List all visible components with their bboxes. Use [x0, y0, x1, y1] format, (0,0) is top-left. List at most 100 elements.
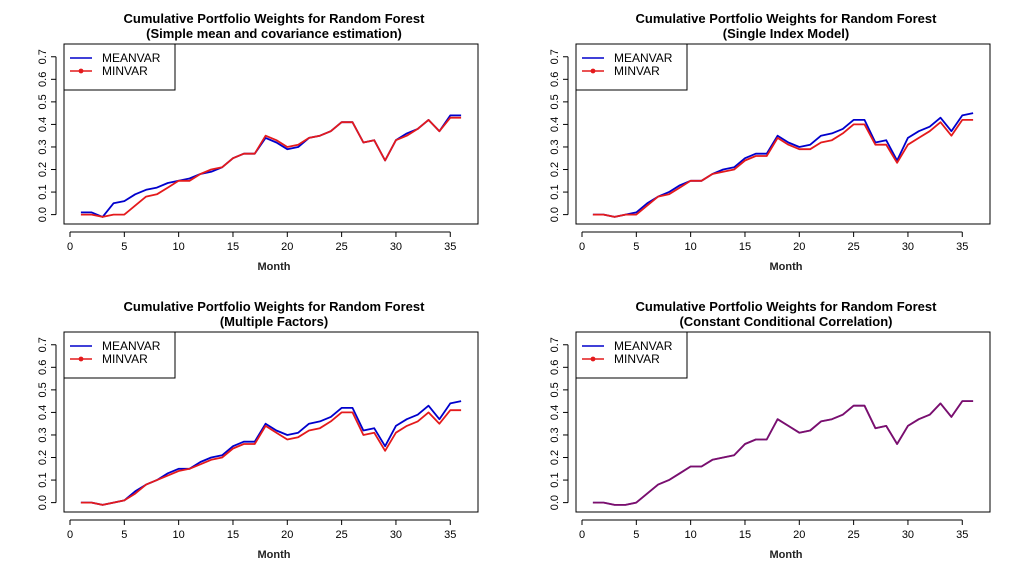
y-tick-label: 0.2	[549, 450, 561, 465]
x-tick-label: 5	[633, 529, 639, 541]
series-line-meanvar	[80, 400, 462, 506]
y-tick-label: 0.5	[37, 94, 49, 109]
chart-title: Cumulative Portfolio Weights for Random …	[124, 299, 426, 314]
y-tick-label: 0.3	[37, 427, 49, 442]
x-tick-label: 30	[390, 529, 402, 541]
x-tick-label: 5	[121, 241, 127, 253]
x-tick-label: 30	[902, 529, 914, 541]
series-line-meanvar	[592, 112, 974, 218]
legend-marker	[78, 68, 84, 74]
legend-marker	[590, 356, 596, 362]
y-tick-label: 0.6	[37, 360, 49, 375]
x-axis-label: Month	[770, 261, 803, 273]
series-line-meanvar	[80, 114, 462, 218]
chart-title: Cumulative Portfolio Weights for Random …	[124, 11, 426, 26]
x-tick-label: 25	[847, 241, 859, 253]
chart-svg: Cumulative Portfolio Weights for Random …	[549, 299, 991, 561]
y-tick-label: 0.5	[549, 94, 561, 109]
chart-svg: Cumulative Portfolio Weights for Random …	[37, 11, 479, 273]
x-tick-label: 20	[281, 529, 293, 541]
x-tick-label: 30	[902, 241, 914, 253]
y-tick-label: 0.0	[37, 495, 49, 510]
legend-label: MINVAR	[102, 352, 148, 366]
x-tick-label: 35	[444, 529, 456, 541]
plot-frame	[575, 331, 991, 513]
x-tick-label: 20	[793, 529, 805, 541]
x-tick-label: 0	[579, 529, 585, 541]
legend-box	[63, 331, 176, 379]
chart-panel-simple-mean: Cumulative Portfolio Weights for Random …	[0, 0, 512, 288]
legend-label: MINVAR	[614, 64, 660, 78]
x-tick-label: 25	[335, 241, 347, 253]
legend-label: MINVAR	[102, 64, 148, 78]
x-tick-label: 15	[227, 241, 239, 253]
y-tick-label: 0.7	[549, 49, 561, 64]
x-axis-label: Month	[770, 549, 803, 561]
y-tick-label: 0.7	[37, 49, 49, 64]
x-tick-label: 0	[67, 529, 73, 541]
x-tick-label: 25	[335, 529, 347, 541]
x-tick-label: 35	[956, 529, 968, 541]
y-tick-label: 0.3	[37, 139, 49, 154]
chart-panel-single-index: Cumulative Portfolio Weights for Random …	[512, 0, 1024, 288]
plot-frame	[63, 331, 479, 513]
x-tick-label: 10	[685, 529, 697, 541]
legend-label: MINVAR	[614, 352, 660, 366]
y-tick-label: 0.2	[37, 450, 49, 465]
chart-subtitle: (Single Index Model)	[723, 26, 849, 41]
y-tick-label: 0.1	[549, 184, 561, 199]
x-tick-label: 35	[444, 241, 456, 253]
chart-subtitle: (Constant Conditional Correlation)	[679, 314, 892, 329]
x-axis-label: Month	[258, 261, 291, 273]
x-axis-label: Month	[258, 549, 291, 561]
legend-marker	[78, 356, 84, 362]
x-tick-label: 0	[579, 241, 585, 253]
y-tick-label: 0.4	[37, 405, 49, 420]
y-tick-label: 0.6	[549, 72, 561, 87]
x-tick-label: 10	[173, 529, 185, 541]
legend-label: MEANVAR	[102, 339, 161, 353]
legend-label: MEANVAR	[614, 339, 673, 353]
x-tick-label: 20	[281, 241, 293, 253]
chart-panel-multiple-factors: Cumulative Portfolio Weights for Random …	[0, 288, 512, 576]
x-tick-label: 15	[739, 529, 751, 541]
series-line-minvar	[592, 400, 974, 506]
y-tick-label: 0.1	[37, 472, 49, 487]
chart-title: Cumulative Portfolio Weights for Random …	[636, 11, 938, 26]
plot-frame	[63, 43, 479, 225]
x-tick-label: 20	[793, 241, 805, 253]
legend-label: MEANVAR	[102, 51, 161, 65]
x-tick-label: 25	[847, 529, 859, 541]
x-tick-label: 15	[227, 529, 239, 541]
y-tick-label: 0.6	[37, 72, 49, 87]
x-tick-label: 10	[685, 241, 697, 253]
x-tick-label: 15	[739, 241, 751, 253]
chart-title: Cumulative Portfolio Weights for Random …	[636, 299, 938, 314]
series-line-minvar	[592, 119, 974, 218]
chart-subtitle: (Simple mean and covariance estimation)	[146, 26, 402, 41]
y-tick-label: 0.4	[37, 117, 49, 132]
x-tick-label: 35	[956, 241, 968, 253]
x-tick-label: 5	[633, 241, 639, 253]
y-tick-label: 0.2	[549, 162, 561, 177]
legend-marker	[590, 68, 596, 74]
x-tick-label: 5	[121, 529, 127, 541]
legend-box	[575, 331, 688, 379]
x-tick-label: 30	[390, 241, 402, 253]
y-tick-label: 0.5	[549, 382, 561, 397]
series-line-meanvar	[592, 400, 974, 506]
series-line-minvar	[80, 409, 462, 506]
legend-box	[575, 43, 688, 91]
y-tick-label: 0.4	[549, 405, 561, 420]
y-tick-label: 0.7	[549, 337, 561, 352]
y-tick-label: 0.2	[37, 162, 49, 177]
y-tick-label: 0.6	[549, 360, 561, 375]
y-tick-label: 0.0	[549, 495, 561, 510]
y-tick-label: 0.4	[549, 117, 561, 132]
chart-subtitle: (Multiple Factors)	[220, 314, 328, 329]
legend-label: MEANVAR	[614, 51, 673, 65]
y-tick-label: 0.1	[37, 184, 49, 199]
chart-svg: Cumulative Portfolio Weights for Random …	[37, 299, 479, 561]
y-tick-label: 0.3	[549, 139, 561, 154]
series-line-minvar	[80, 116, 462, 218]
